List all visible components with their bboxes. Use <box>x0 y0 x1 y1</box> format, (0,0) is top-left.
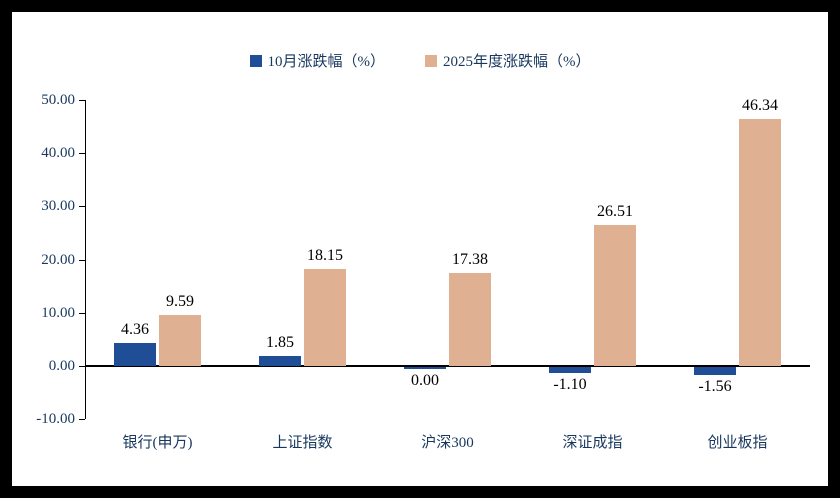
bar-series1-cat2 <box>449 273 491 366</box>
y-tickmark-1 <box>79 153 85 155</box>
value-label-series1-cat2: 17.38 <box>452 251 488 269</box>
x-axis-zero-line <box>85 364 810 367</box>
value-label-series0-cat4: -1.56 <box>698 378 732 396</box>
y-tickmark-4 <box>79 312 85 314</box>
value-label-series1-cat4: 46.34 <box>742 97 778 115</box>
category-label-1: 上证指数 <box>272 435 333 451</box>
value-label-series0-cat0: 4.36 <box>121 320 149 338</box>
legend-label-1: 2025年度涨跌幅（%） <box>443 54 591 70</box>
bar-series0-cat2 <box>404 366 446 369</box>
legend-swatch-0 <box>249 54 262 67</box>
bar-series1-cat3 <box>594 224 636 366</box>
bar-series1-cat0 <box>159 314 201 366</box>
category-label-4: 创业板指 <box>707 435 768 451</box>
value-label-series0-cat3: -1.10 <box>553 375 587 393</box>
value-label-series1-cat0: 9.59 <box>166 292 194 310</box>
y-tick-label-3: 20.00 <box>41 251 75 268</box>
category-label-0: 银行(申万) <box>122 435 193 451</box>
y-tick-label-2: 30.00 <box>41 198 75 215</box>
y-tick-label-6: -10.00 <box>36 411 75 427</box>
legend-label-0: 10月涨跌幅（%） <box>267 54 386 70</box>
category-label-3: 深证成指 <box>562 435 623 451</box>
value-label-series1-cat1: 18.15 <box>307 247 343 265</box>
bar-series0-cat1 <box>259 355 301 366</box>
bar-series0-cat0 <box>114 342 156 366</box>
y-tickmark-5 <box>79 365 85 367</box>
legend-item-0: 10月涨跌幅（%） <box>249 50 386 71</box>
y-tickmark-3 <box>79 259 85 261</box>
chart-white-background <box>12 12 828 486</box>
y-axis-line <box>85 100 86 419</box>
value-label-series0-cat1: 1.85 <box>266 333 294 351</box>
value-label-series0-cat2: 0.00 <box>411 371 439 389</box>
y-tickmark-6 <box>79 419 85 420</box>
y-tick-label-0: 50.00 <box>41 92 75 108</box>
legend: 10月涨跌幅（%） 2025年度涨跌幅（%） <box>0 50 840 71</box>
value-label-series1-cat3: 26.51 <box>597 202 633 220</box>
bar-series1-cat1 <box>304 269 346 366</box>
legend-swatch-1 <box>425 54 437 67</box>
bar-series1-cat4 <box>739 119 781 366</box>
legend-item-1: 2025年度涨跌幅（%） <box>425 50 591 71</box>
bar-series0-cat3 <box>549 366 591 373</box>
y-tick-label-1: 40.00 <box>41 145 75 162</box>
bar-series0-cat4 <box>694 366 736 376</box>
y-tickmark-2 <box>79 206 85 208</box>
y-tick-label-4: 10.00 <box>41 304 75 321</box>
category-label-2: 沪深300 <box>421 435 474 451</box>
y-tick-label-5: 0.00 <box>48 357 75 374</box>
y-tickmark-0 <box>79 100 85 101</box>
